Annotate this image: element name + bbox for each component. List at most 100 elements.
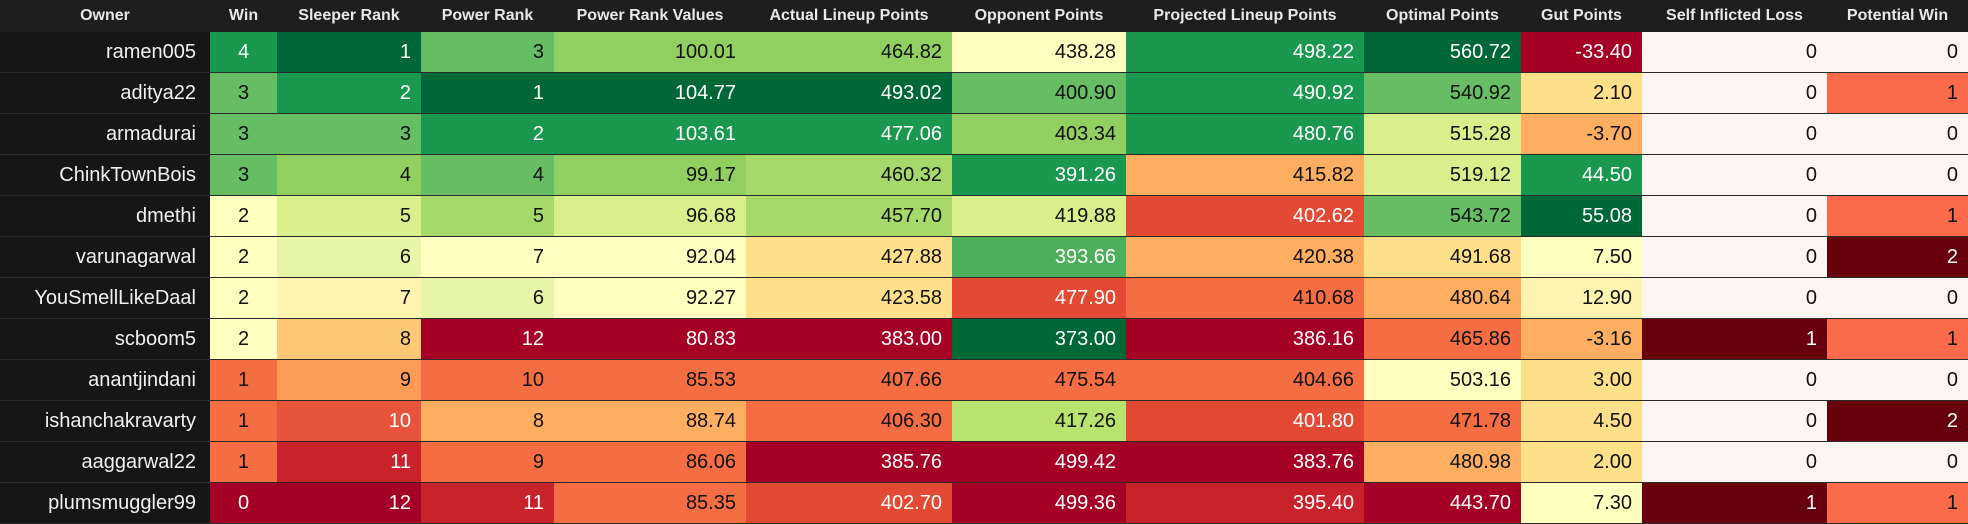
cell-opponent-points: 373.00 <box>952 318 1126 360</box>
cell-optimal-points: 519.12 <box>1364 154 1521 196</box>
cell-win: 2 <box>210 236 277 278</box>
cell-win: 2 <box>210 277 277 319</box>
table-row[interactable]: varunagarwal 2 6 7 92.04 427.88 393.66 420.38 49… <box>0 236 1968 278</box>
cell-projected-lineup-points: 404.66 <box>1126 359 1364 401</box>
table-row[interactable]: scboom5 2 8 12 80.83 383.00 373.00 386.16 465.86… <box>0 318 1968 360</box>
cell-gut-points: 3.00 <box>1521 359 1642 401</box>
cell-self-inflicted-loss: 0 <box>1642 400 1827 442</box>
cell-actual-lineup-points: 406.30 <box>746 400 952 442</box>
table-row[interactable]: aditya22 3 2 1 104.77 493.02 400.90 490.92 540.9… <box>0 72 1968 114</box>
cell-actual-lineup-points: 457.70 <box>746 195 952 237</box>
cell-power-rank-values: 85.53 <box>554 359 746 401</box>
cell-optimal-points: 465.86 <box>1364 318 1521 360</box>
cell-opponent-points: 475.54 <box>952 359 1126 401</box>
cell-self-inflicted-loss: 1 <box>1642 318 1827 360</box>
cell-power-rank: 6 <box>421 277 554 319</box>
cell-actual-lineup-points: 427.88 <box>746 236 952 278</box>
cell-sleeper-rank: 3 <box>277 113 421 155</box>
cell-potential-win: 0 <box>1827 359 1968 401</box>
cell-potential-win: 0 <box>1827 113 1968 155</box>
cell-projected-lineup-points: 395.40 <box>1126 482 1364 524</box>
cell-self-inflicted-loss: 0 <box>1642 113 1827 155</box>
cell-actual-lineup-points: 383.00 <box>746 318 952 360</box>
column-header-optimal-points[interactable]: Optimal Points <box>1364 0 1521 32</box>
cell-self-inflicted-loss: 0 <box>1642 277 1827 319</box>
table-row[interactable]: aaggarwal22 1 11 9 86.06 385.76 499.42 383.76 48… <box>0 441 1968 483</box>
cell-opponent-points: 393.66 <box>952 236 1126 278</box>
cell-potential-win: 2 <box>1827 400 1968 442</box>
cell-projected-lineup-points: 383.76 <box>1126 441 1364 483</box>
cell-potential-win: 0 <box>1827 277 1968 319</box>
column-header-actual-lineup-points[interactable]: Actual Lineup Points <box>746 0 952 32</box>
table-row[interactable]: ramen005 4 1 3 100.01 464.82 438.28 498.22 560.7… <box>0 32 1968 73</box>
cell-opponent-points: 499.36 <box>952 482 1126 524</box>
cell-projected-lineup-points: 415.82 <box>1126 154 1364 196</box>
cell-optimal-points: 543.72 <box>1364 195 1521 237</box>
table-row[interactable]: plumsmuggler99 0 12 11 85.35 402.70 499.36 395.… <box>0 482 1968 524</box>
column-header-owner[interactable]: Owner <box>0 0 210 32</box>
cell-power-rank: 12 <box>421 318 554 360</box>
table-row[interactable]: YouSmellLikeDaal 2 7 6 92.27 423.58 477.90 410.… <box>0 277 1968 319</box>
cell-power-rank-values: 99.17 <box>554 154 746 196</box>
column-header-win[interactable]: Win <box>210 0 277 32</box>
cell-sleeper-rank: 5 <box>277 195 421 237</box>
cell-opponent-points: 391.26 <box>952 154 1126 196</box>
cell-owner: aditya22 <box>0 72 210 114</box>
cell-owner: YouSmellLikeDaal <box>0 277 210 319</box>
cell-sleeper-rank: 12 <box>277 482 421 524</box>
cell-win: 3 <box>210 72 277 114</box>
column-header-power-rank[interactable]: Power Rank <box>421 0 554 32</box>
cell-power-rank: 5 <box>421 195 554 237</box>
cell-power-rank-values: 104.77 <box>554 72 746 114</box>
cell-opponent-points: 438.28 <box>952 32 1126 73</box>
cell-potential-win: 1 <box>1827 482 1968 524</box>
cell-gut-points: 7.50 <box>1521 236 1642 278</box>
cell-self-inflicted-loss: 1 <box>1642 482 1827 524</box>
column-header-gut-points[interactable]: Gut Points <box>1521 0 1642 32</box>
cell-actual-lineup-points: 460.32 <box>746 154 952 196</box>
column-header-self-inflicted-loss[interactable]: Self Inflicted Loss <box>1642 0 1827 32</box>
cell-sleeper-rank: 2 <box>277 72 421 114</box>
cell-win: 2 <box>210 318 277 360</box>
cell-win: 1 <box>210 441 277 483</box>
cell-owner: anantjindani <box>0 359 210 401</box>
cell-projected-lineup-points: 498.22 <box>1126 32 1364 73</box>
table-row[interactable]: dmethi 2 5 5 96.68 457.70 419.88 402.62 543.72 55… <box>0 195 1968 237</box>
cell-power-rank: 3 <box>421 32 554 73</box>
column-header-projected-lineup-points[interactable]: Projected Lineup Points <box>1126 0 1364 32</box>
cell-win: 1 <box>210 400 277 442</box>
cell-projected-lineup-points: 401.80 <box>1126 400 1364 442</box>
column-header-power-rank-values[interactable]: Power Rank Values <box>554 0 746 32</box>
cell-power-rank-values: 96.68 <box>554 195 746 237</box>
cell-potential-win: 1 <box>1827 318 1968 360</box>
cell-power-rank: 1 <box>421 72 554 114</box>
cell-actual-lineup-points: 423.58 <box>746 277 952 319</box>
cell-power-rank-values: 80.83 <box>554 318 746 360</box>
cell-potential-win: 2 <box>1827 236 1968 278</box>
column-header-opponent-points[interactable]: Opponent Points <box>952 0 1126 32</box>
cell-gut-points: -3.70 <box>1521 113 1642 155</box>
cell-projected-lineup-points: 402.62 <box>1126 195 1364 237</box>
cell-projected-lineup-points: 480.76 <box>1126 113 1364 155</box>
column-header-potential-win[interactable]: Potential Win <box>1827 0 1968 32</box>
table-row[interactable]: anantjindani 1 9 10 85.53 407.66 475.54 404.66 5… <box>0 359 1968 401</box>
cell-gut-points: 2.00 <box>1521 441 1642 483</box>
cell-power-rank: 10 <box>421 359 554 401</box>
cell-self-inflicted-loss: 0 <box>1642 72 1827 114</box>
cell-self-inflicted-loss: 0 <box>1642 236 1827 278</box>
column-header-sleeper-rank[interactable]: Sleeper Rank <box>277 0 421 32</box>
cell-self-inflicted-loss: 0 <box>1642 359 1827 401</box>
cell-optimal-points: 471.78 <box>1364 400 1521 442</box>
cell-owner: ChinkTownBois <box>0 154 210 196</box>
cell-potential-win: 1 <box>1827 72 1968 114</box>
table-row[interactable]: ishanchakravarty 1 10 8 88.74 406.30 417.26 401… <box>0 400 1968 442</box>
cell-power-rank: 7 <box>421 236 554 278</box>
cell-opponent-points: 403.34 <box>952 113 1126 155</box>
cell-power-rank-values: 92.04 <box>554 236 746 278</box>
table-row[interactable]: armadurai 3 3 2 103.61 477.06 403.34 480.76 515.… <box>0 113 1968 155</box>
cell-self-inflicted-loss: 0 <box>1642 195 1827 237</box>
cell-gut-points: 4.50 <box>1521 400 1642 442</box>
cell-potential-win: 0 <box>1827 154 1968 196</box>
cell-sleeper-rank: 11 <box>277 441 421 483</box>
table-row[interactable]: ChinkTownBois 3 4 4 99.17 460.32 391.26 415.82 5… <box>0 154 1968 196</box>
